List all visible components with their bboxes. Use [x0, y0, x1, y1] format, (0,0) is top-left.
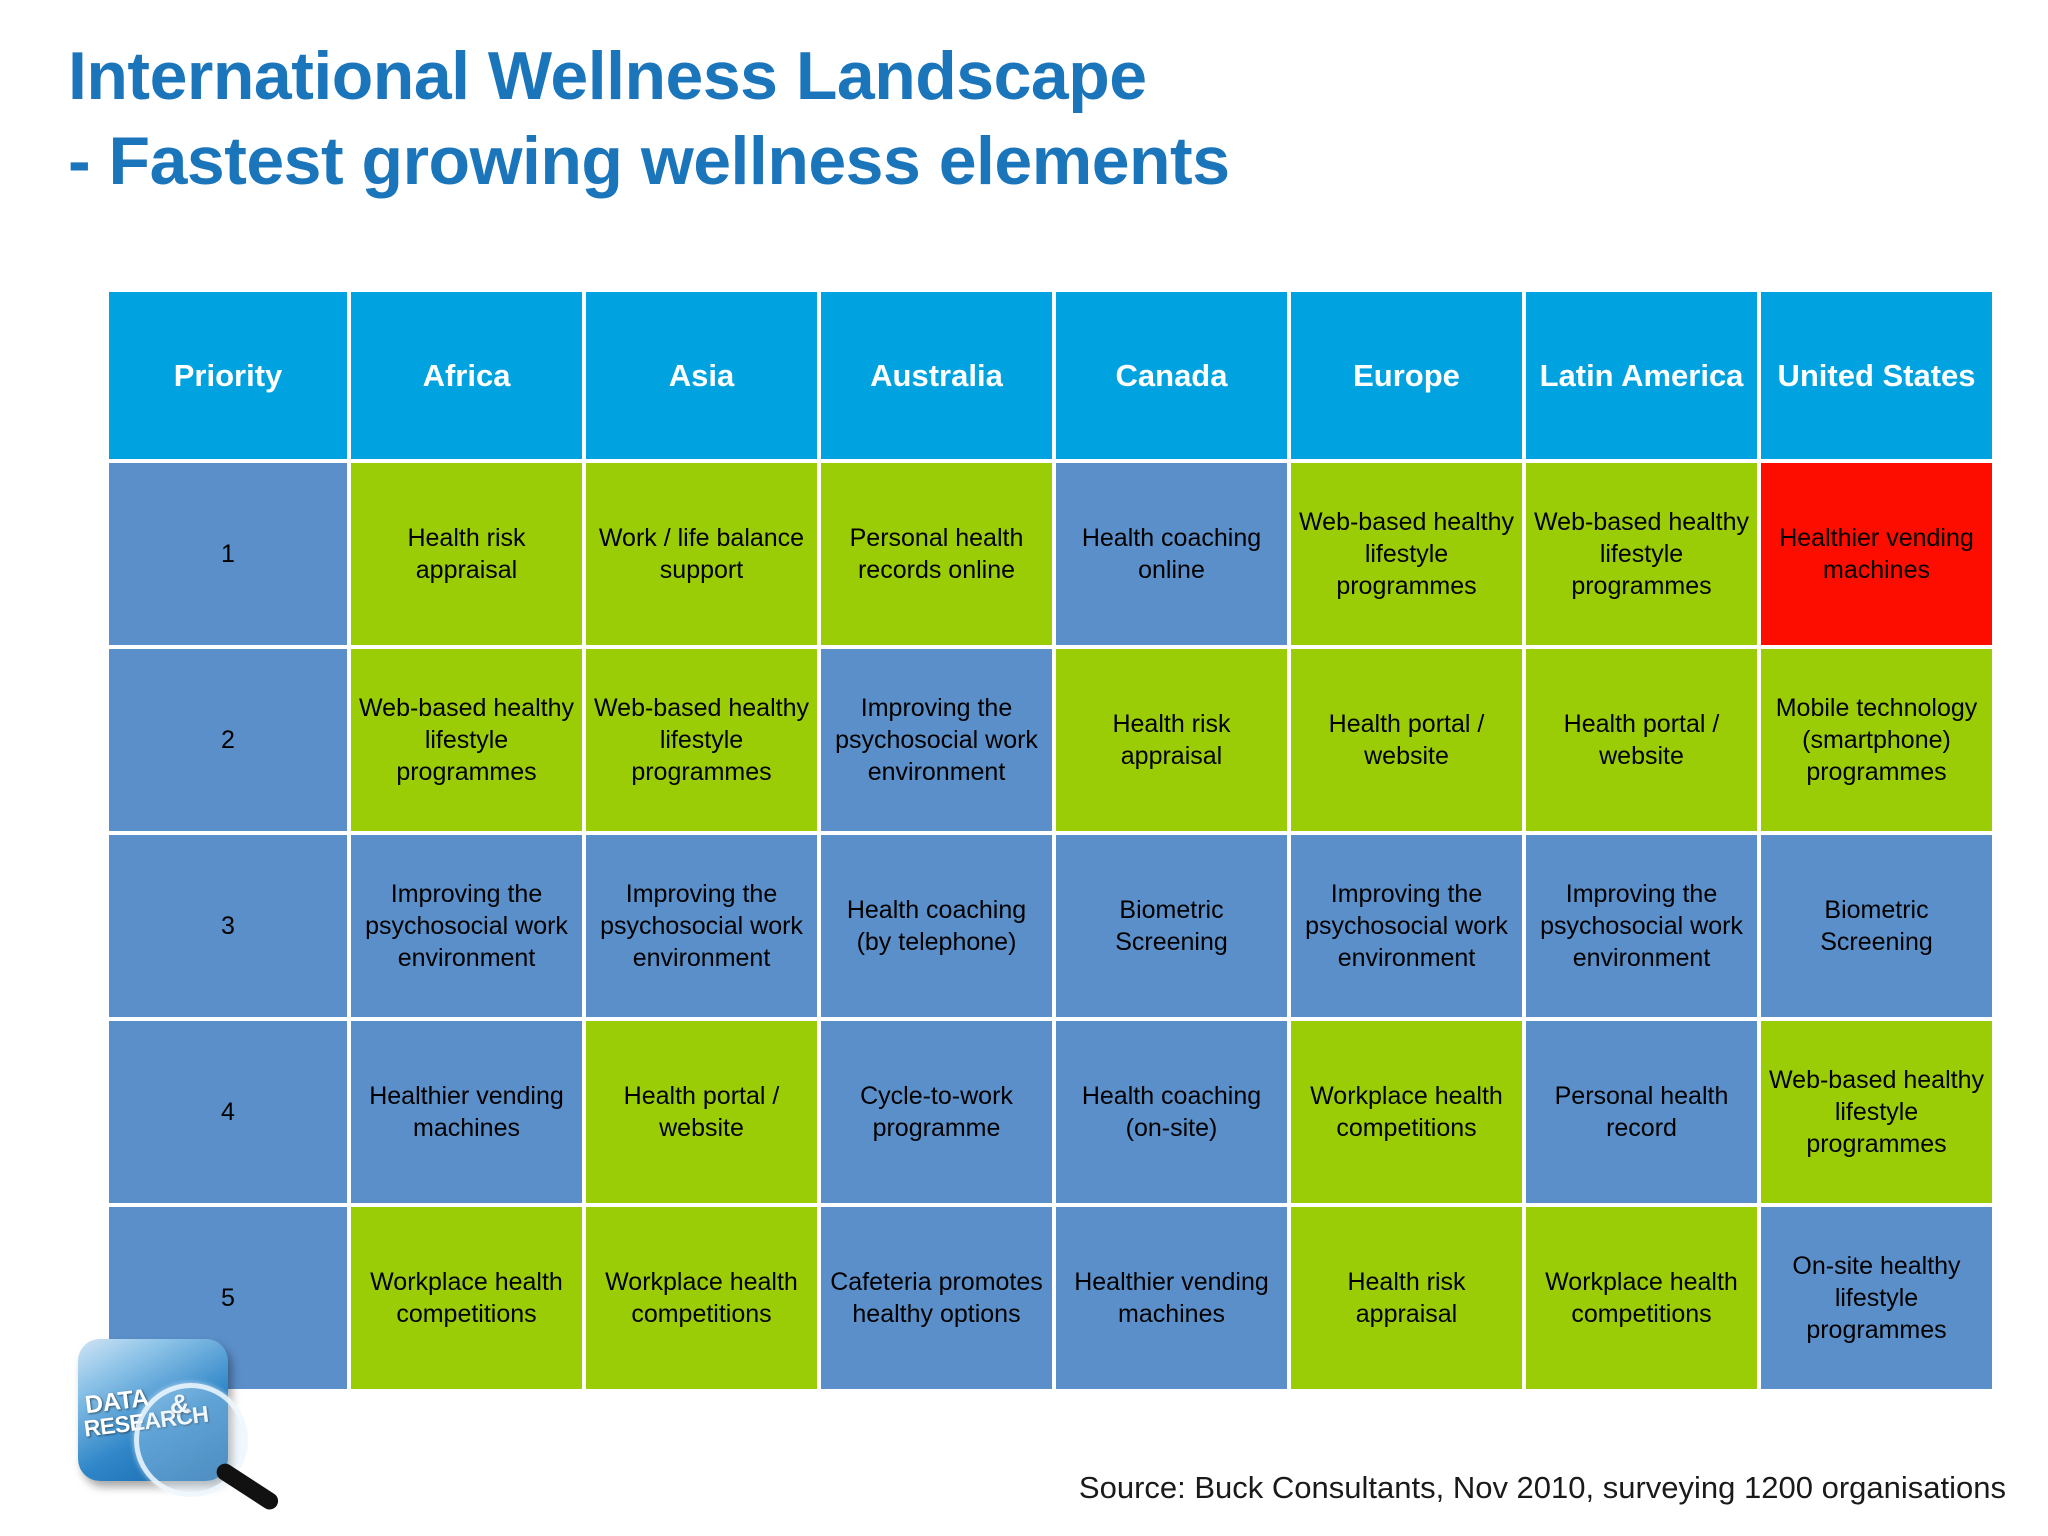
wellness-element-cell: Improving the psychosocial work environm…: [586, 835, 817, 1017]
wellness-element-cell: Web-based healthy lifestyle programmes: [586, 649, 817, 831]
table-body: 1 Health risk appraisal Work / life balanc…: [109, 463, 1992, 1389]
wellness-element-cell: Web-based healthy lifestyle programmes: [1291, 463, 1522, 645]
wellness-element-cell: Mobile technology (smartphone) programme…: [1761, 649, 1992, 831]
wellness-element-cell: Personal health records online: [821, 463, 1052, 645]
wellness-element-cell: Health portal / website: [1526, 649, 1757, 831]
wellness-element-cell: Cycle-to-work programme: [821, 1021, 1052, 1203]
source-note: Source: Buck Consultants, Nov 2010, surv…: [1078, 1470, 2006, 1505]
priority-table: Priority Africa Asia Australia Canada Europe L…: [105, 288, 1996, 1393]
wellness-element-cell: Health coaching (by telephone): [821, 835, 1052, 1017]
wellness-element-cell: Health portal / website: [586, 1021, 817, 1203]
wellness-element-cell: Improving the psychosocial work environm…: [821, 649, 1052, 831]
priority-cell: 3: [109, 835, 347, 1017]
wellness-element-cell: Improving the psychosocial work environm…: [1526, 835, 1757, 1017]
wellness-element-cell: Health coaching online: [1056, 463, 1287, 645]
title-line-1: International Wellness Landscape: [68, 38, 1147, 114]
header-row: Priority Africa Asia Australia Canada Europe L…: [109, 292, 1992, 459]
wellness-element-cell: Workplace health competitions: [1291, 1021, 1522, 1203]
table-row: 3 Improving the psychosocial work environ…: [109, 835, 1992, 1017]
data-and-research-logo: DATA RESEARCH &: [50, 1333, 282, 1518]
column-header-priority: Priority: [109, 292, 347, 459]
wellness-element-cell: Health risk appraisal: [351, 463, 582, 645]
wellness-element-cell: Workplace health competitions: [586, 1207, 817, 1389]
page-title: International Wellness Landscape - Faste…: [68, 34, 1768, 204]
wellness-element-cell: Health risk appraisal: [1291, 1207, 1522, 1389]
wellness-element-cell: Workplace health competitions: [351, 1207, 582, 1389]
wellness-element-cell: Workplace health competitions: [1526, 1207, 1757, 1389]
wellness-element-cell: On-site healthy lifestyle programmes: [1761, 1207, 1992, 1389]
wellness-element-cell: Improving the psychosocial work environm…: [1291, 835, 1522, 1017]
wellness-element-cell: Web-based healthy lifestyle programmes: [351, 649, 582, 831]
wellness-element-cell: Health risk appraisal: [1056, 649, 1287, 831]
wellness-element-cell: Healthier vending machines: [351, 1021, 582, 1203]
table-row: 2 Web-based healthy lifestyle programmes W…: [109, 649, 1992, 831]
wellness-element-cell: Healthier vending machines: [1761, 463, 1992, 645]
wellness-element-cell: Improving the psychosocial work environm…: [351, 835, 582, 1017]
table-row: 4 Healthier vending machines Health portal…: [109, 1021, 1992, 1203]
wellness-element-cell: Health coaching (on-site): [1056, 1021, 1287, 1203]
wellness-element-cell: Health portal / website: [1291, 649, 1522, 831]
column-header-united-states: United States: [1761, 292, 1992, 459]
wellness-element-cell: Web-based healthy lifestyle programmes: [1761, 1021, 1992, 1203]
table-header: Priority Africa Asia Australia Canada Europe L…: [109, 292, 1992, 459]
priority-cell: 1: [109, 463, 347, 645]
column-header-europe: Europe: [1291, 292, 1522, 459]
table-row: 5 Workplace health competitions Workplace …: [109, 1207, 1992, 1389]
column-header-asia: Asia: [586, 292, 817, 459]
priority-cell: 4: [109, 1021, 347, 1203]
column-header-latin-america: Latin America: [1526, 292, 1757, 459]
table-row: 1 Health risk appraisal Work / life balanc…: [109, 463, 1992, 645]
column-header-africa: Africa: [351, 292, 582, 459]
wellness-element-cell: Personal health record: [1526, 1021, 1757, 1203]
column-header-canada: Canada: [1056, 292, 1287, 459]
priority-cell: 2: [109, 649, 347, 831]
wellness-priority-table: Priority Africa Asia Australia Canada Europe L…: [105, 288, 1992, 1393]
column-header-australia: Australia: [821, 292, 1052, 459]
wellness-element-cell: Healthier vending machines: [1056, 1207, 1287, 1389]
wellness-element-cell: Biometric Screening: [1761, 835, 1992, 1017]
wellness-element-cell: Biometric Screening: [1056, 835, 1287, 1017]
wellness-element-cell: Work / life balance support: [586, 463, 817, 645]
title-line-2: - Fastest growing wellness elements: [68, 123, 1230, 199]
wellness-element-cell: Cafeteria promotes healthy options: [821, 1207, 1052, 1389]
wellness-element-cell: Web-based healthy lifestyle programmes: [1526, 463, 1757, 645]
